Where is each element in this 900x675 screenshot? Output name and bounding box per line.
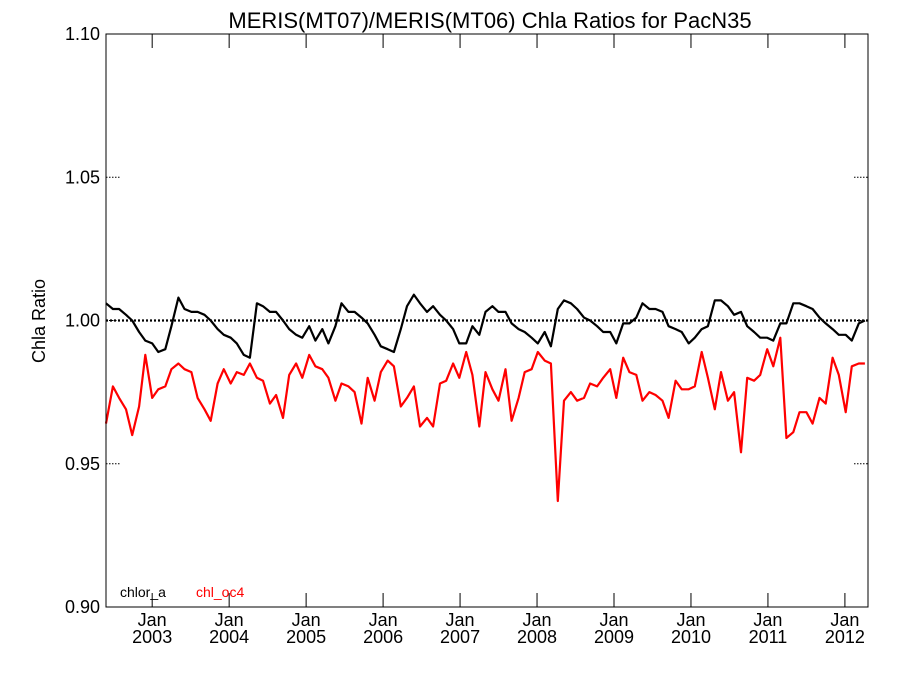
x-tick-label-year: 2008	[517, 627, 557, 647]
y-tick-label: 1.00	[65, 311, 100, 331]
x-tick-label-month: Jan	[523, 610, 552, 630]
series-layer	[104, 293, 866, 503]
series-line-chl-oc4	[104, 336, 865, 503]
plot-frame	[105, 33, 869, 608]
y-tick-label: 1.05	[65, 167, 100, 187]
x-tick-label-month: Jan	[676, 610, 705, 630]
x-tick-label-month: Jan	[446, 610, 475, 630]
x-tick-label-year: 2004	[209, 627, 249, 647]
x-tick-label-year: 2005	[286, 627, 326, 647]
series-line-chlor-a	[105, 293, 866, 359]
x-tick-label-year: 2010	[671, 627, 711, 647]
x-tick-label-year: 2011	[749, 627, 788, 647]
tick-layer: 0.900.951.001.051.10Jan2003Jan2004Jan200…	[65, 24, 868, 647]
x-tick-label-month: Jan	[599, 610, 628, 630]
x-tick-label-year: 2007	[440, 627, 480, 647]
y-tick-label: 0.95	[65, 454, 100, 474]
x-tick-label-year: 2003	[132, 627, 172, 647]
x-tick-label-month: Jan	[292, 610, 321, 630]
legend-entry-chl-oc4: chl_oc4	[196, 584, 244, 600]
x-tick-label-month: Jan	[830, 610, 859, 630]
x-tick-label-year: 2012	[825, 627, 865, 647]
x-tick-label-month: Jan	[753, 610, 782, 630]
legend-entry-chlor-a: chlor_a	[120, 584, 166, 600]
x-tick-label-month: Jan	[138, 610, 167, 630]
x-tick-label-year: 2006	[363, 627, 403, 647]
legend: chlor_a chl_oc4	[120, 584, 244, 600]
y-tick-label: 0.90	[65, 597, 100, 617]
x-tick-label-month: Jan	[369, 610, 398, 630]
y-tick-label: 1.10	[65, 24, 100, 44]
x-tick-label-year: 2009	[594, 627, 634, 647]
chart-title: MERIS(MT07)/MERIS(MT06) Chla Ratios for …	[228, 8, 751, 33]
y-axis-title: Chla Ratio	[29, 279, 49, 363]
x-tick-label-month: Jan	[215, 610, 244, 630]
